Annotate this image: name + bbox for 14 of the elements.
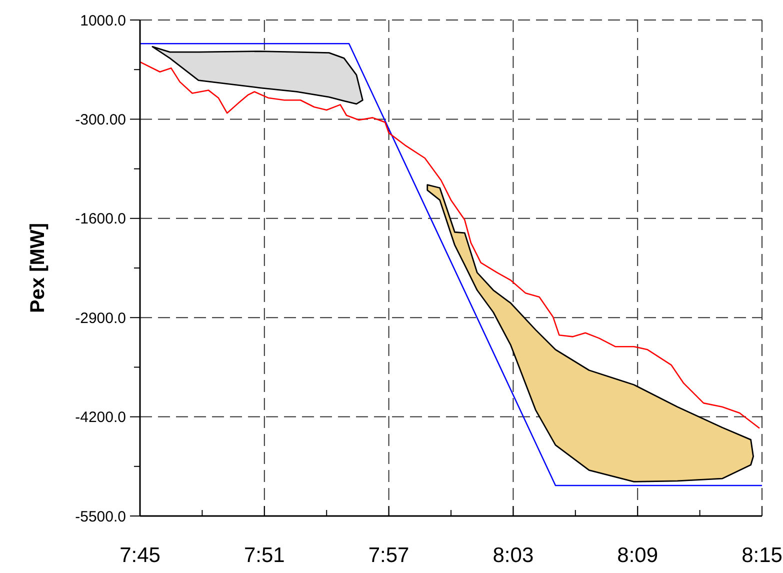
y-tick-label: 1000.0 [80,12,126,30]
y-tick-label: -2900.0 [75,310,126,327]
y-tick-label: -300.00 [75,111,126,128]
x-tick-label: 8:03 [492,544,534,567]
y-axis-title: Pex [MW] [27,223,49,313]
line-series [139,61,760,429]
y-tick-label: -1600.0 [75,210,126,228]
x-tick-label: 7:45 [120,544,160,567]
x-tick-label: 7:57 [368,544,410,567]
y-tick-label: -4200.0 [75,409,126,426]
y-tick-label: -5500.0 [75,508,126,526]
x-tick-label: 8:15 [742,544,782,567]
x-tick-label: 7:51 [244,544,285,567]
x-tick-label: 8:09 [617,544,658,567]
